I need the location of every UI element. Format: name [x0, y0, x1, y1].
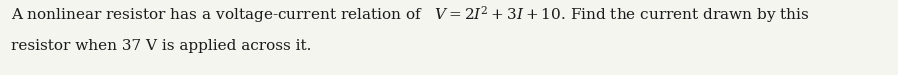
Text: resistor when 37 V is applied across it.: resistor when 37 V is applied across it.	[11, 39, 311, 53]
Text: A nonlinear resistor has a voltage-current relation of   $V = 2I^2 + 3I + 10$. F: A nonlinear resistor has a voltage-curre…	[11, 4, 809, 25]
